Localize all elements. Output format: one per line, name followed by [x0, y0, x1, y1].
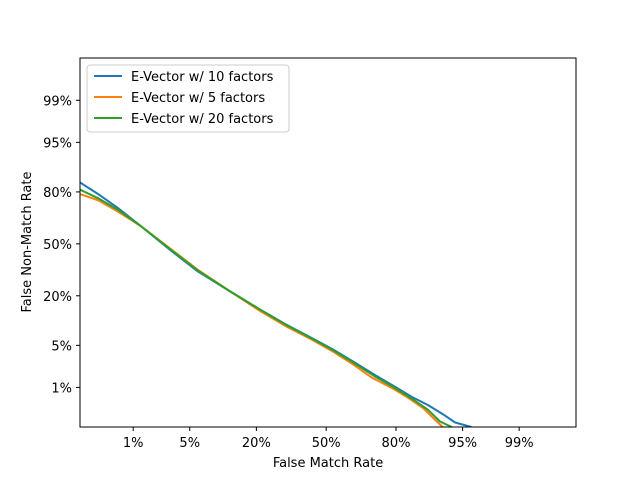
y-tick-label: 99%	[43, 94, 72, 109]
y-axis-label: False Non-Match Rate	[20, 172, 35, 313]
x-axis-label: False Match Rate	[273, 456, 383, 471]
plot-frame	[79, 57, 577, 428]
x-tick-label: 20%	[242, 436, 271, 451]
x-tick-label: 95%	[448, 436, 477, 451]
x-tick-label: 50%	[312, 436, 341, 451]
y-tick-label: 1%	[51, 381, 72, 396]
x-tick-label: 1%	[123, 436, 144, 451]
legend-box	[86, 64, 290, 133]
legend-label-10-factors: E-Vector w/ 10 factors	[131, 70, 274, 85]
y-tick-label: 5%	[51, 339, 72, 354]
x-tick-label: 5%	[179, 436, 200, 451]
y-tick-label: 80%	[43, 186, 72, 201]
legend: E-Vector w/ 10 factors E-Vector w/ 5 fac…	[86, 64, 290, 133]
x-tick-label: 99%	[505, 436, 534, 451]
series-line-20-factors	[80, 188, 453, 427]
legend-label-20-factors: E-Vector w/ 20 factors	[131, 112, 274, 127]
series-line-10-factors	[80, 181, 472, 427]
y-tick-label: 95%	[43, 136, 72, 151]
legend-label-5-factors: E-Vector w/ 5 factors	[131, 91, 265, 106]
y-tick-label: 50%	[43, 238, 72, 253]
x-tick-label: 80%	[382, 436, 411, 451]
y-tick-label: 20%	[43, 290, 72, 305]
